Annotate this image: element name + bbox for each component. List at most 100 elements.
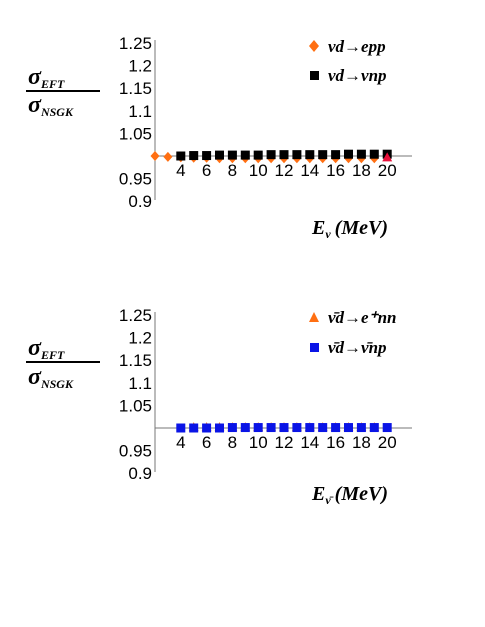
x-axis-label: Eν̄ (MeV) (311, 483, 388, 507)
data-point-square (240, 423, 250, 433)
data-point-square (202, 151, 212, 161)
svg-text:σNSGK: σNSGK (28, 364, 74, 391)
data-point-square (344, 149, 353, 159)
y-tick-label: 0.9 (128, 464, 152, 483)
data-point-square (369, 149, 379, 159)
x-tick-label: 20 (378, 161, 397, 180)
legend-marker-vnp (310, 71, 319, 80)
ylabel-numerator-sub: EFT (40, 348, 65, 362)
data-point-square (176, 423, 186, 433)
data-point-square (369, 423, 379, 433)
ylabel-denominator: σ (28, 92, 42, 118)
y-tick-label: 1.05 (119, 396, 152, 415)
data-points (150, 149, 393, 164)
data-point-square (356, 149, 366, 159)
x-tick-label: 4 (176, 161, 185, 180)
data-point-square (331, 423, 341, 433)
y-tick-label: 1.1 (128, 102, 152, 121)
ylabel-denominator-sub: NSGK (40, 377, 74, 391)
svg-text:σEFT: σEFT (28, 335, 65, 362)
data-point-square (215, 423, 224, 433)
svg-text:σNSGK: σNSGK (28, 92, 74, 119)
data-point-square (318, 423, 328, 433)
legend: ν̄d→e⁺nn ν̄d→ν̄np (309, 308, 396, 357)
x-tick-label: 6 (202, 161, 211, 180)
x-tick-label: 20 (378, 433, 397, 452)
y-tick-label: 0.95 (119, 442, 152, 461)
ylabel-numerator-sub: EFT (40, 77, 65, 91)
y-tick-labels: 1.25 1.2 1.15 1.1 1.05 0.95 0.9 (119, 306, 152, 483)
y-tick-label: 1.05 (119, 124, 152, 143)
data-point-square (344, 423, 353, 433)
y-tick-labels: 1.25 1.2 1.15 1.1 1.05 0.95 0.9 (119, 34, 152, 211)
x-tick-label: 16 (326, 161, 345, 180)
data-point-square (202, 423, 212, 433)
y-axis-label: σEFT σNSGK (26, 335, 100, 391)
y-tick-label: 1.15 (119, 79, 152, 98)
y-tick-label: 1.25 (119, 34, 152, 53)
y-tick-label: 1.2 (128, 57, 152, 76)
x-tick-label: 4 (176, 433, 185, 452)
data-point-square (240, 150, 250, 160)
x-tick-label: 14 (300, 433, 319, 452)
y-axis-label: σEFT σNSGK (26, 64, 100, 119)
x-tick-label: 18 (352, 161, 371, 180)
x-tick-label: 18 (352, 433, 371, 452)
data-point-square (292, 423, 302, 433)
data-point-square (318, 150, 328, 160)
data-point-square (266, 423, 276, 433)
data-point-square (305, 150, 315, 160)
data-point-square (176, 151, 186, 161)
x-tick-labels: 4 6 8 10 12 14 16 18 20 (176, 161, 397, 180)
legend-marker-enn (309, 312, 319, 322)
legend-marker-vbarnp (310, 343, 319, 352)
data-point-square (189, 151, 199, 161)
data-point-square (215, 150, 224, 160)
x-tick-label: 14 (300, 161, 319, 180)
data-point-triangle (382, 152, 393, 162)
x-tick-label: 12 (275, 161, 294, 180)
data-point-diamond (150, 151, 160, 161)
data-point-square (331, 150, 341, 160)
legend-label-epp: νd→epp (328, 37, 386, 56)
x-tick-label: 10 (249, 433, 268, 452)
x-tick-label: 8 (228, 161, 237, 180)
data-point-square (356, 423, 366, 433)
y-tick-label: 0.9 (128, 192, 152, 211)
legend-marker-epp (309, 40, 319, 52)
x-tick-label: 12 (275, 433, 294, 452)
legend-label-enn: ν̄d→e⁺nn (328, 308, 396, 327)
x-tick-label: 6 (202, 433, 211, 452)
data-point-square (227, 150, 237, 160)
ylabel-denominator-sub: NSGK (40, 105, 74, 119)
x-axis-label: Eν (MeV) (311, 217, 388, 241)
data-point-square (382, 423, 392, 433)
svg-text:σEFT: σEFT (28, 64, 65, 91)
data-point-square (266, 150, 276, 160)
y-tick-label: 1.15 (119, 351, 152, 370)
data-point-square (292, 150, 302, 160)
data-point-square (279, 423, 289, 433)
y-tick-label: 1.2 (128, 329, 152, 348)
legend-label-vbarnp: ν̄d→ν̄np (328, 338, 387, 357)
y-tick-label: 0.95 (119, 170, 152, 189)
ylabel-numerator: σ (28, 335, 42, 361)
data-point-square (253, 423, 263, 433)
data-point-square (279, 150, 289, 160)
legend: νd→epp νd→νnp (309, 37, 387, 85)
ylabel-numerator: σ (28, 64, 42, 90)
x-tick-label: 8 (228, 433, 237, 452)
data-point-square (189, 423, 199, 433)
x-tick-label: 16 (326, 433, 345, 452)
x-tick-label: 10 (249, 161, 268, 180)
legend-label-vnp: νd→νnp (328, 66, 387, 85)
y-tick-label: 1.25 (119, 306, 152, 325)
data-point-diamond (163, 151, 173, 162)
data-point-square (227, 423, 237, 433)
y-tick-label: 1.1 (128, 374, 152, 393)
data-points (176, 422, 392, 433)
x-tick-labels: 4 6 8 10 12 14 16 18 20 (176, 433, 397, 452)
